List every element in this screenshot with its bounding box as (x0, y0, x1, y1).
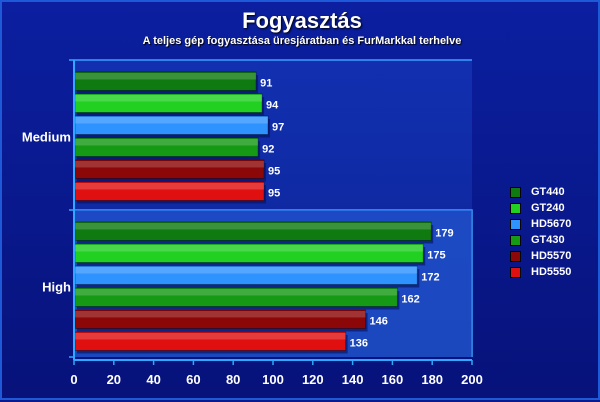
data-label: 95 (268, 187, 280, 199)
chart-legend: GT440 GT240 HD5670 GT430 HD5570 HD5550 (510, 184, 571, 280)
x-tick-label: 200 (461, 372, 483, 387)
legend-label: GT440 (531, 186, 565, 198)
bar-highlight (75, 117, 269, 124)
x-tick-label: 160 (382, 372, 404, 387)
legend-label: HD5670 (531, 218, 572, 230)
legend-item: HD5550 (510, 264, 571, 280)
legend-label: HD5550 (531, 266, 572, 278)
bar-highlight (75, 267, 418, 274)
legend-swatch (510, 202, 521, 214)
legend-label: HD5570 (531, 250, 572, 262)
data-label: 91 (260, 77, 272, 89)
data-label: 146 (370, 315, 388, 327)
legend-item: GT430 (510, 232, 571, 248)
x-tick-label: 20 (107, 372, 121, 387)
legend-label: GT430 (531, 234, 565, 246)
data-label: 172 (421, 271, 439, 283)
bar-highlight (75, 245, 424, 252)
legend-item: GT240 (510, 200, 571, 216)
chart-subtitle: A teljes gép fogyasztása üresjáratban és… (142, 35, 462, 47)
legend-swatch (510, 186, 521, 198)
data-label: 95 (268, 165, 280, 177)
data-label: 179 (435, 227, 453, 239)
x-tick-label: 80 (226, 372, 240, 387)
chart-title: Fogyasztás (242, 8, 362, 33)
legend-label: GT240 (531, 202, 565, 214)
category-label: Medium (22, 129, 71, 144)
data-label: 136 (350, 337, 368, 349)
bar-highlight (75, 223, 432, 230)
legend-swatch (510, 250, 521, 262)
bar-highlight (75, 139, 259, 146)
bar-highlight (75, 333, 346, 340)
legend-item: HD5570 (510, 248, 571, 264)
legend-swatch (510, 266, 521, 278)
data-label: 92 (262, 143, 274, 155)
bar-highlight (75, 311, 366, 318)
legend-item: GT440 (510, 184, 571, 200)
data-label: 175 (427, 249, 445, 261)
bar-highlight (75, 73, 257, 80)
x-tick-label: 100 (262, 372, 284, 387)
legend-item: HD5670 (510, 216, 571, 232)
x-tick-label: 140 (342, 372, 364, 387)
category-label: High (42, 279, 71, 294)
x-tick-label: 40 (146, 372, 160, 387)
bar-highlight (75, 183, 265, 190)
legend-swatch (510, 218, 521, 230)
data-label: 162 (401, 293, 419, 305)
data-label: 94 (266, 99, 279, 111)
legend-swatch (510, 234, 521, 246)
data-label: 97 (272, 121, 284, 133)
bar-highlight (75, 161, 265, 168)
bar-highlight (75, 289, 398, 296)
x-tick-label: 60 (186, 372, 200, 387)
x-tick-label: 120 (302, 372, 324, 387)
x-tick-label: 180 (421, 372, 443, 387)
x-tick-label: 0 (70, 372, 77, 387)
bar-highlight (75, 95, 263, 102)
